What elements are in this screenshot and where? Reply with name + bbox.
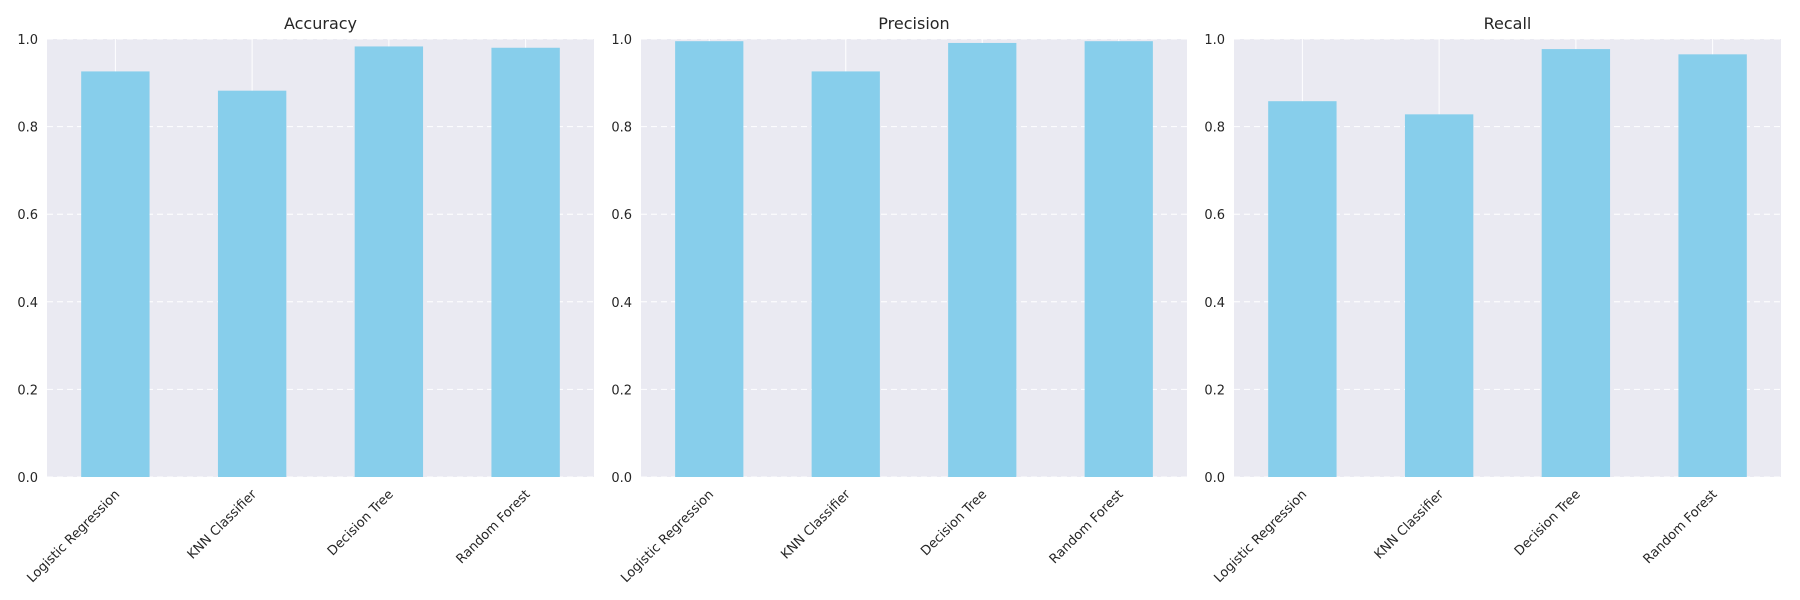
x-tick-label: Random Forest xyxy=(1641,487,1721,567)
y-tick-label: 0.8 xyxy=(611,121,632,136)
panel-title: Precision xyxy=(878,14,949,33)
y-tick-label: 0.0 xyxy=(17,471,38,486)
y-tick-label: 0.6 xyxy=(17,208,38,223)
x-tick-label: KNN Classifier xyxy=(778,487,854,563)
bar-knn-classifier xyxy=(217,90,287,478)
bar-decision-tree xyxy=(948,42,1017,477)
y-tick-label: 1.0 xyxy=(17,33,38,48)
x-tick-label: Logistic Regression xyxy=(24,487,123,586)
bar-logistic-regression xyxy=(675,41,744,477)
y-tick-label: 0.2 xyxy=(17,383,38,398)
x-tick-label: Random Forest xyxy=(454,487,534,567)
x-tick-label: Logistic Regression xyxy=(618,487,717,586)
x-tick-label: Decision Tree xyxy=(918,487,990,559)
y-tick-label: 0.8 xyxy=(17,121,38,136)
y-tick-label: 0.6 xyxy=(1204,208,1225,223)
bar-random-forest xyxy=(491,47,560,477)
bar-random-forest xyxy=(1678,54,1747,477)
bar-logistic-regression xyxy=(1268,101,1337,478)
bar-decision-tree xyxy=(1541,49,1611,477)
y-tick-label: 1.0 xyxy=(611,33,632,48)
panel-title: Accuracy xyxy=(284,14,357,33)
bar-decision-tree xyxy=(354,46,424,478)
x-tick-label: Random Forest xyxy=(1047,487,1127,567)
y-tick-label: 0.0 xyxy=(1204,471,1225,486)
bar-knn-classifier xyxy=(811,71,880,478)
y-tick-label: 0.2 xyxy=(1204,383,1225,398)
chart-panel-accuracy: 0.0 0.2 0.4 0.6 0.8 1.0 Logistic Regression KNN… xyxy=(17,14,594,586)
panel-title: Recall xyxy=(1484,14,1532,33)
y-tick-label: 1.0 xyxy=(1204,33,1225,48)
bar-logistic-regression xyxy=(81,71,150,478)
x-tick-label: Decision Tree xyxy=(325,487,397,559)
y-tick-label: 0.4 xyxy=(611,296,632,311)
x-tick-label: KNN Classifier xyxy=(185,487,261,563)
x-tick-label: Logistic Regression xyxy=(1211,487,1310,586)
chart-panel-recall: 0.0 0.2 0.4 0.6 0.8 1.0 Logistic Regression KNN… xyxy=(1204,14,1781,586)
x-tick-label: KNN Classifier xyxy=(1372,487,1448,563)
chart-panel-precision: 0.0 0.2 0.4 0.6 0.8 1.0 Logistic Regression KNN… xyxy=(611,14,1187,586)
bar-knn-classifier xyxy=(1404,114,1474,477)
y-tick-label: 0.4 xyxy=(1204,296,1225,311)
y-tick-label: 0.6 xyxy=(611,208,632,223)
x-tick-label: Decision Tree xyxy=(1512,487,1584,559)
y-tick-label: 0.4 xyxy=(17,296,38,311)
y-tick-label: 0.2 xyxy=(611,383,632,398)
y-tick-label: 0.8 xyxy=(1204,121,1225,136)
y-tick-label: 0.0 xyxy=(611,471,632,486)
bar-random-forest xyxy=(1084,41,1153,477)
